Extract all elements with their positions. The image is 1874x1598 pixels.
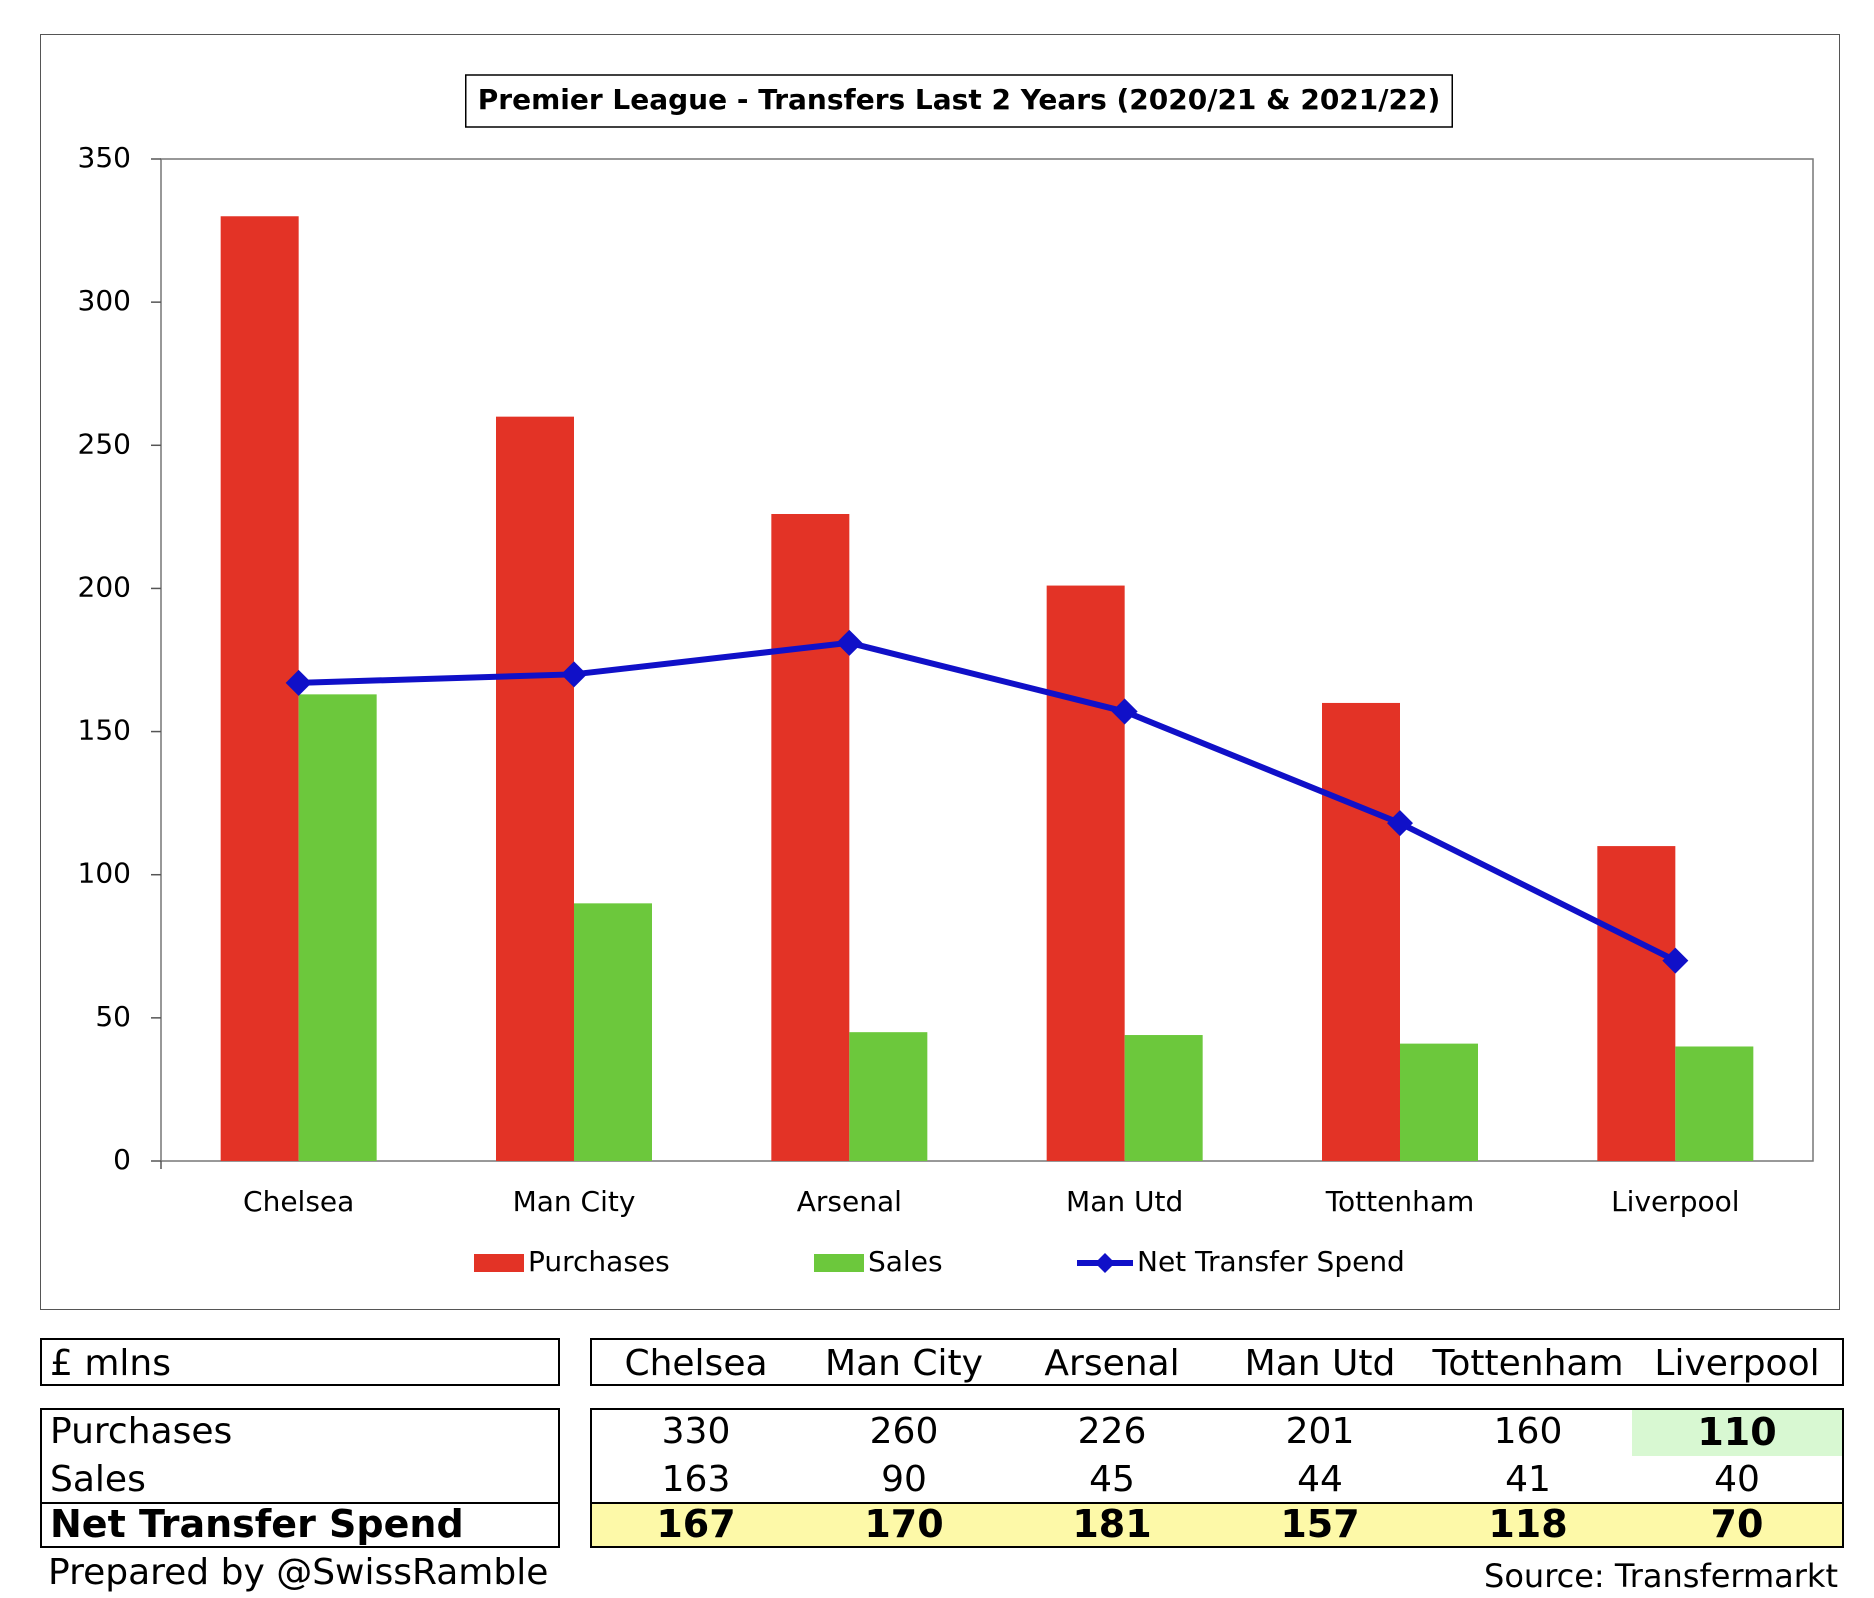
table-col-header: Man Utd	[1244, 1343, 1396, 1384]
table-row-label: Purchases	[50, 1411, 233, 1452]
net-row-value-strip: 167 170 181 157 118 70	[592, 1502, 1842, 1546]
table-col-header: Liverpool	[1654, 1343, 1820, 1384]
y-tick-label: 150	[78, 714, 131, 747]
y-tick-label: 250	[78, 427, 131, 460]
table-cell-net: 70	[1710, 1502, 1764, 1546]
table-cell: 41	[1505, 1459, 1551, 1500]
table-cell-net: 118	[1488, 1502, 1568, 1546]
chart-svg: Premier League - Transfers Last 2 Years …	[78, 74, 1814, 1278]
table-col-header: Chelsea	[624, 1343, 768, 1384]
table-cell-highlighted: 110	[1697, 1410, 1777, 1454]
prepared-by-credit: Prepared by @SwissRamble	[48, 1552, 549, 1593]
table-col-header: Arsenal	[1044, 1343, 1180, 1384]
x-tick-label: Tottenham	[1325, 1185, 1475, 1218]
source-note: Source: Transfermarkt	[1484, 1557, 1838, 1595]
bar-sales	[574, 903, 652, 1161]
bar-purchases	[220, 216, 299, 1161]
marker-net-transfer-spend	[561, 661, 587, 688]
table-cell: 45	[1089, 1459, 1135, 1500]
table-cell: 201	[1285, 1411, 1355, 1452]
x-tick-label: Liverpool	[1611, 1185, 1740, 1218]
table-row-label-net: Net Transfer Spend	[50, 1502, 464, 1546]
table-cell: 90	[881, 1459, 927, 1500]
legend-swatch-purchases	[474, 1254, 524, 1272]
net-row-label-strip: Net Transfer Spend	[42, 1502, 558, 1546]
bar-sales	[298, 694, 377, 1161]
legend-label-purchases: Purchases	[528, 1245, 670, 1278]
table-cell-net: 157	[1280, 1502, 1360, 1546]
x-tick-label: Man City	[513, 1185, 636, 1218]
legend-swatch-sales	[814, 1254, 864, 1272]
bar-purchases	[1597, 846, 1676, 1161]
table-row-label: Sales	[50, 1459, 146, 1500]
plot-area-frame	[160, 158, 1814, 1162]
y-tick-label: 50	[95, 1000, 131, 1033]
table-values-box: 330 260 226 201 160 110 163 90 45 44 41 …	[590, 1408, 1844, 1548]
bar-sales	[1400, 1043, 1478, 1161]
liverpool-purchases-highlight	[1632, 1410, 1842, 1456]
y-tick-label: 350	[78, 141, 131, 174]
bar-sales	[849, 1032, 928, 1161]
table-cell-net: 170	[864, 1502, 944, 1546]
bar-purchases	[771, 513, 850, 1161]
table-cell: 163	[661, 1459, 731, 1500]
legend-label-net: Net Transfer Spend	[1137, 1245, 1405, 1278]
y-tick-label: 300	[78, 284, 131, 317]
marker-net-transfer-spend	[1662, 947, 1689, 974]
table-col-header: Man City	[825, 1343, 983, 1384]
table-cell: 226	[1077, 1411, 1147, 1452]
marker-net-transfer-spend	[836, 629, 863, 656]
bar-purchases	[496, 416, 574, 1162]
table-cell: 44	[1297, 1459, 1343, 1500]
table-row-label-box: Purchases Sales Net Transfer Spend	[40, 1408, 560, 1548]
line-net-transfer-spend	[298, 639, 1677, 964]
marker-net-transfer-spend	[1111, 698, 1138, 725]
legend-label-sales: Sales	[868, 1245, 943, 1278]
table-cell: 40	[1714, 1459, 1760, 1500]
bar-purchases	[1322, 702, 1400, 1161]
marker-net-transfer-spend	[1387, 810, 1413, 837]
table-cell: 160	[1493, 1411, 1563, 1452]
x-tick-label: Chelsea	[243, 1185, 354, 1218]
chart-title-box	[465, 74, 1453, 128]
bar-sales	[1675, 1046, 1754, 1161]
table-cell: 260	[869, 1411, 939, 1452]
x-tick-label: Man Utd	[1066, 1185, 1183, 1218]
y-tick-label: 0	[113, 1143, 131, 1176]
bar-purchases	[1046, 585, 1125, 1161]
x-tick-label: Arsenal	[797, 1185, 902, 1218]
table-cell-net: 167	[656, 1502, 736, 1546]
table-header-box: Chelsea Man City Arsenal Man Utd Tottenh…	[590, 1338, 1844, 1386]
table-cell-net: 181	[1072, 1502, 1152, 1546]
chart-frame: Premier League - Transfers Last 2 Years …	[40, 34, 1840, 1310]
y-tick-label: 100	[78, 857, 131, 890]
legend-marker-net	[1095, 1253, 1115, 1273]
table-cell: 330	[661, 1411, 731, 1452]
table-unit-label: £ mlns	[50, 1343, 171, 1384]
bar-sales	[1124, 1035, 1203, 1161]
y-tick-label: 200	[78, 570, 131, 603]
chart-title: Premier League - Transfers Last 2 Years …	[478, 83, 1441, 116]
table-col-header: Tottenham	[1432, 1343, 1624, 1384]
table-unit-box: £ mlns	[40, 1338, 560, 1386]
marker-net-transfer-spend	[285, 669, 312, 696]
